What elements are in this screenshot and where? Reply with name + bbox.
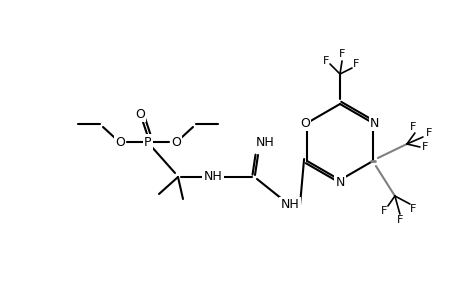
Text: F: F (380, 206, 386, 216)
Text: F: F (421, 142, 427, 152)
Text: NH: NH (203, 170, 222, 184)
Text: NH: NH (255, 136, 274, 148)
Text: O: O (115, 136, 125, 148)
Text: F: F (322, 56, 329, 66)
Text: F: F (352, 59, 358, 69)
Text: N: N (369, 116, 379, 130)
Text: O: O (300, 116, 309, 130)
Text: O: O (171, 136, 180, 148)
Text: F: F (409, 204, 415, 214)
Text: F: F (425, 128, 431, 138)
Text: F: F (338, 49, 344, 59)
Text: NH: NH (280, 199, 299, 212)
Text: O: O (135, 107, 145, 121)
Text: F: F (396, 215, 402, 225)
Text: N: N (335, 176, 344, 188)
Text: F: F (409, 122, 415, 132)
Text: P: P (144, 136, 151, 148)
